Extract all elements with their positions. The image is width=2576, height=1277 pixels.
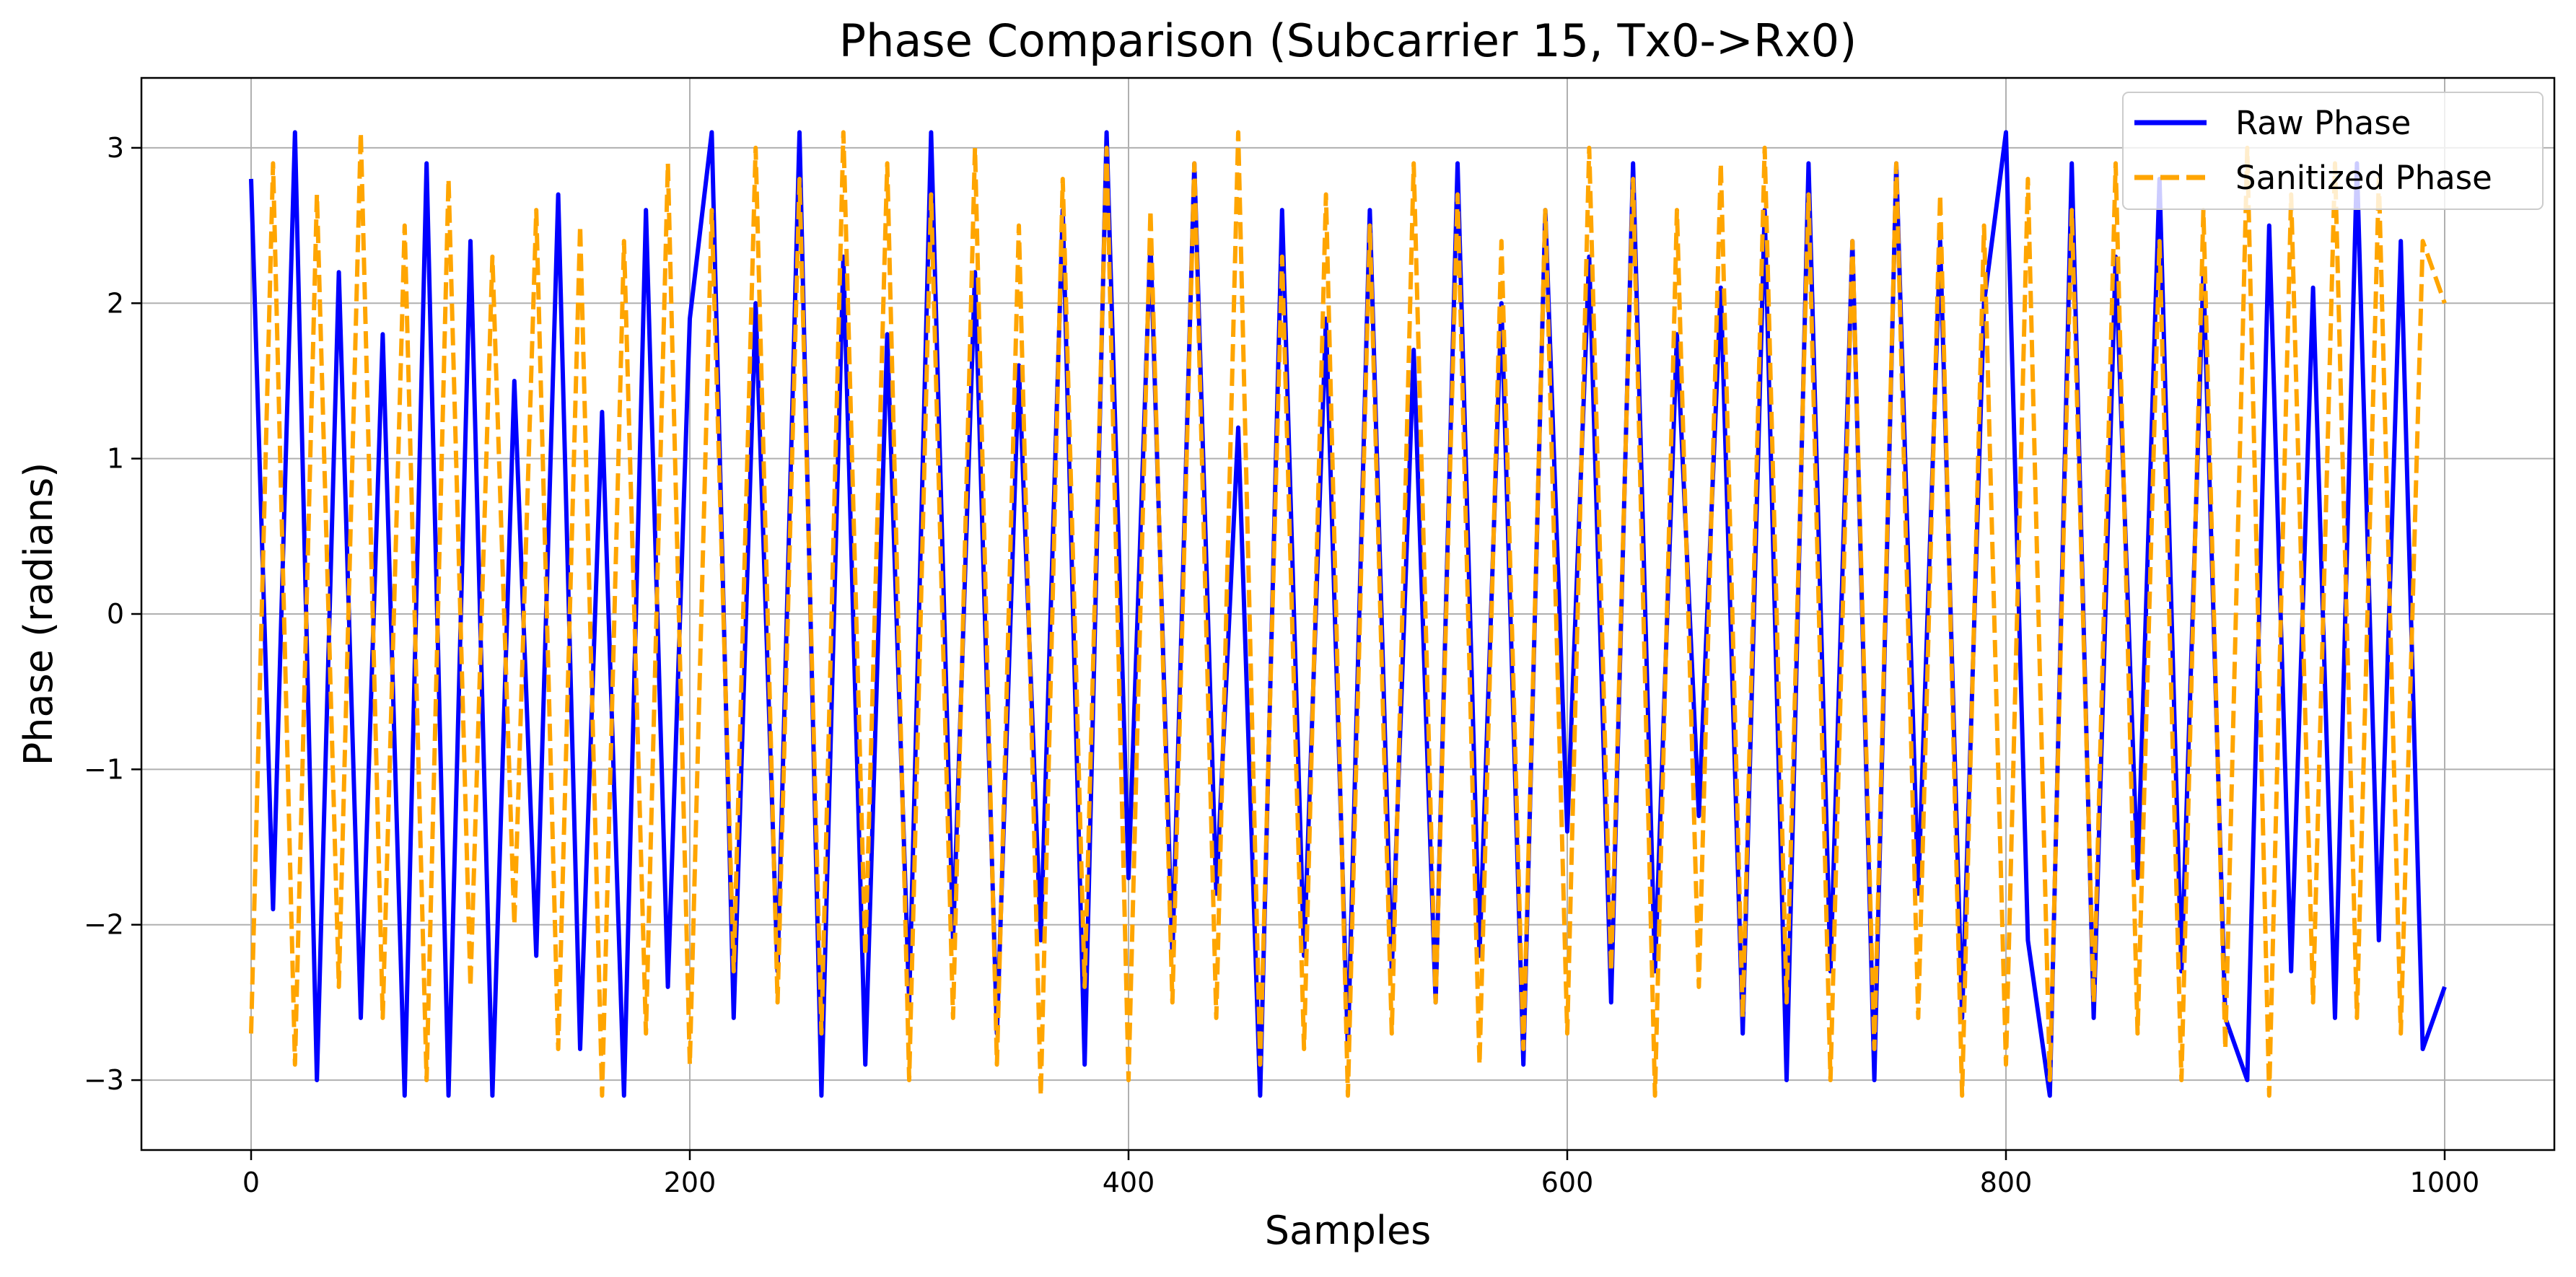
x-tick-label: 200: [664, 1167, 717, 1198]
x-tick-label: 400: [1103, 1167, 1155, 1198]
axis-ticks: 0 200 400 600 800 1000 −3 −2 −1 0 1 2 3: [84, 132, 2479, 1198]
chart-title: Phase Comparison (Subcarrier 15, Tx0->Rx…: [839, 14, 1857, 67]
legend-label-sanitized-phase: Sanitized Phase: [2235, 159, 2492, 197]
x-tick-label: 800: [1980, 1167, 2033, 1198]
y-tick-label: 0: [107, 598, 124, 630]
y-tick-label: −2: [84, 909, 124, 941]
x-tick-label: 600: [1541, 1167, 1594, 1198]
y-axis-label: Phase (radians): [16, 462, 61, 766]
series-lines: [249, 130, 2447, 1098]
y-tick-label: 2: [107, 287, 124, 319]
x-tick-label: 1000: [2410, 1167, 2480, 1198]
legend-box: [2122, 92, 2544, 210]
y-tick-label: −3: [84, 1064, 124, 1096]
y-tick-label: −1: [84, 753, 124, 785]
y-tick-label: 3: [107, 132, 124, 164]
x-axis-label: Samples: [1265, 1208, 1432, 1253]
series-line-sanitized-phase: [249, 130, 2447, 1098]
legend: Raw Phase Sanitized Phase: [2122, 92, 2544, 210]
y-tick-label: 1: [107, 443, 124, 475]
legend-label-raw-phase: Raw Phase: [2235, 104, 2411, 142]
x-tick-label: 0: [242, 1167, 260, 1198]
